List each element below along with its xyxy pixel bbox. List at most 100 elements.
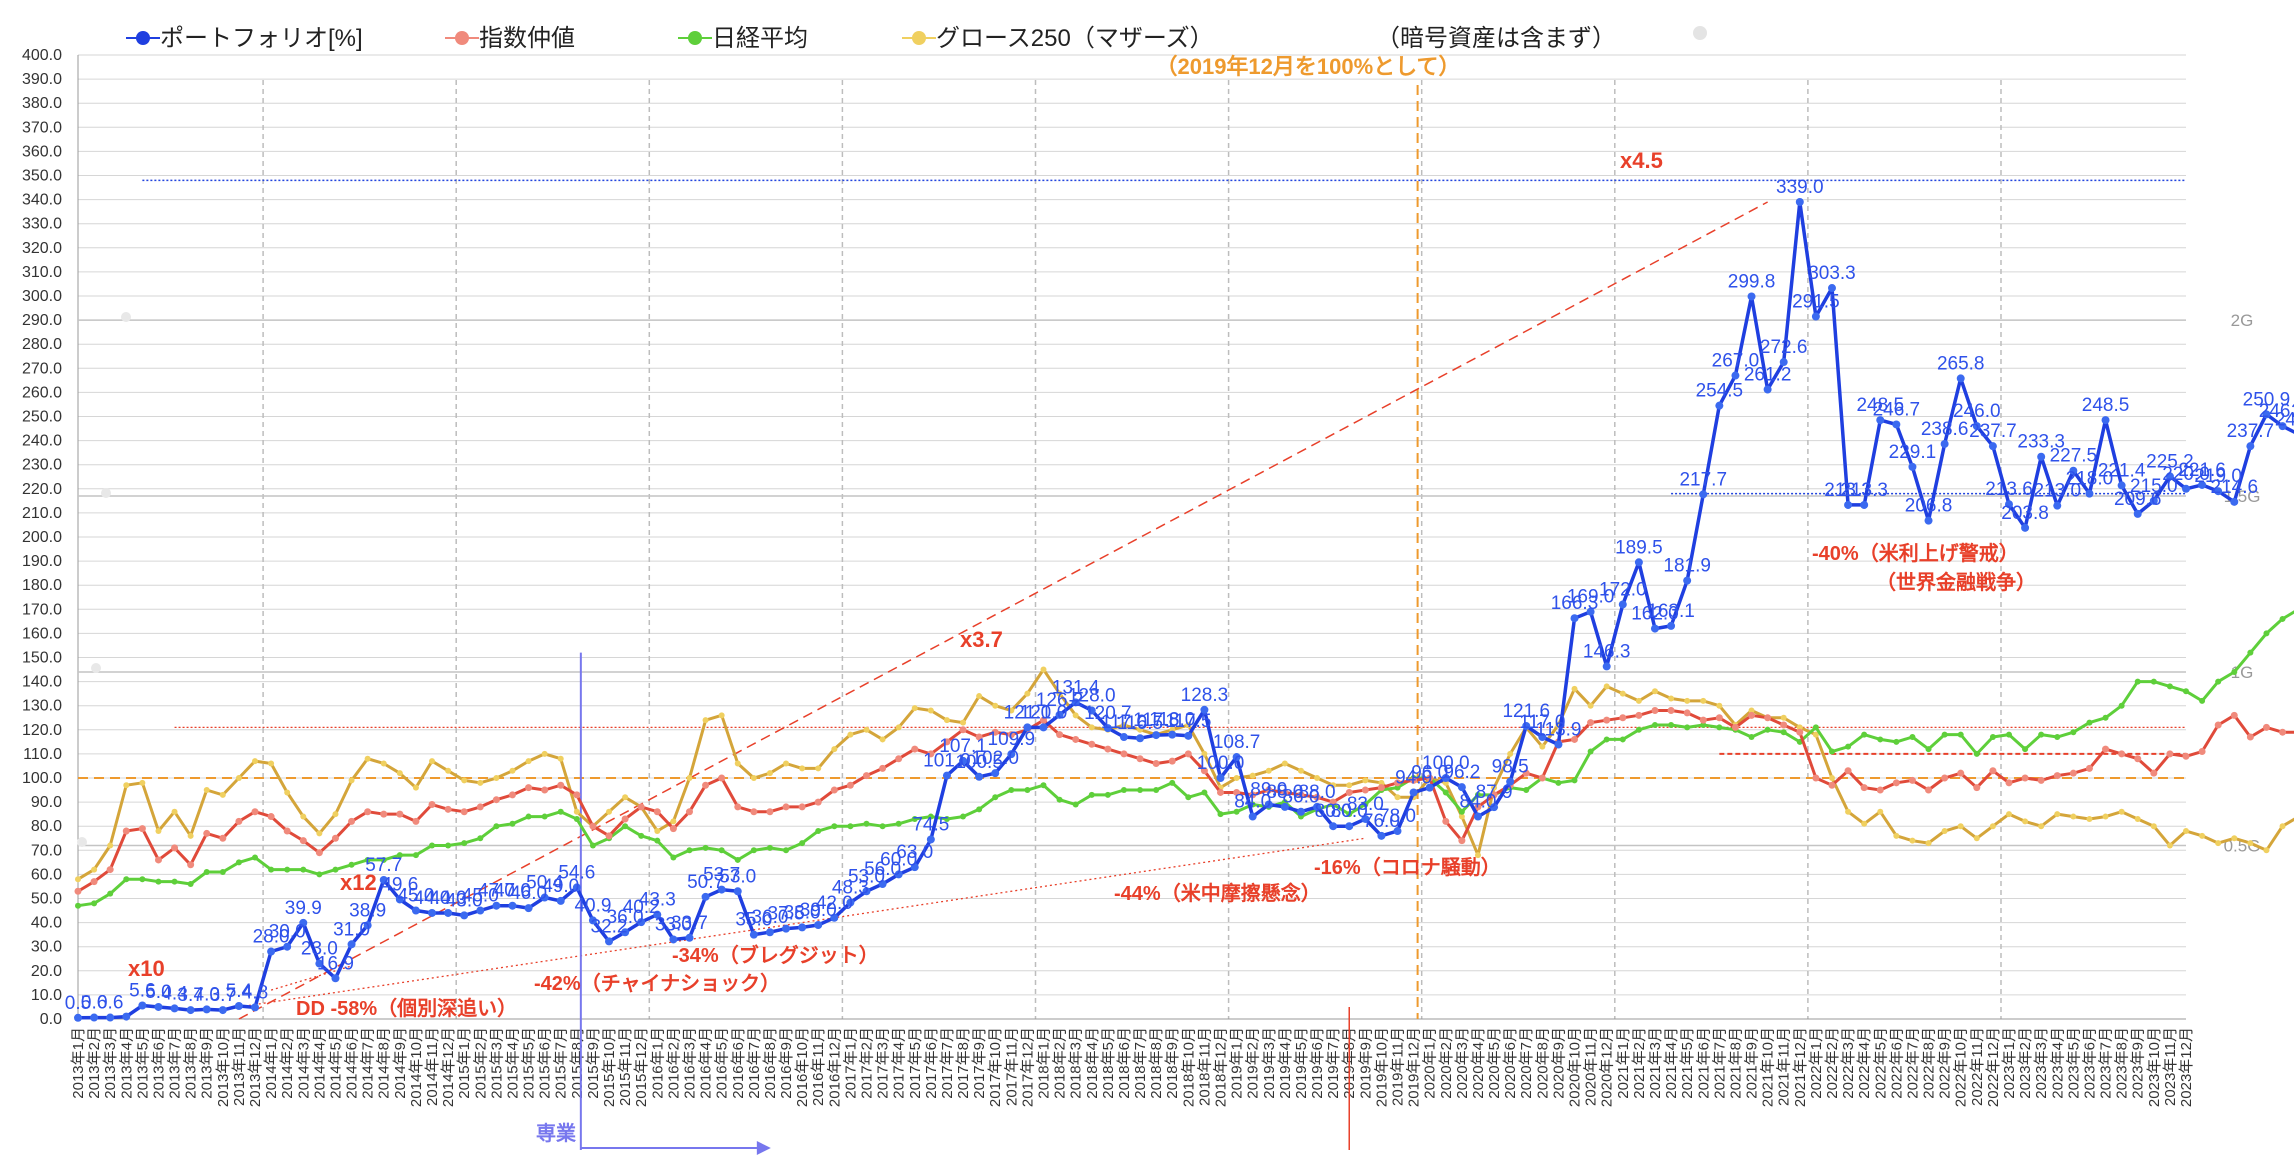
data-point-growth[interactable] [91, 866, 98, 873]
data-point-index_value[interactable] [1217, 788, 1225, 796]
data-point-growth[interactable] [1861, 820, 1868, 827]
legend-item-nikkei[interactable]: 日経平均 [678, 18, 808, 53]
data-point-growth[interactable] [1941, 828, 1948, 835]
data-point-portfolio[interactable] [2133, 509, 2142, 518]
data-point-nikkei[interactable] [1104, 791, 1111, 798]
data-point-nikkei[interactable] [284, 866, 291, 873]
data-point-index_value[interactable] [1233, 788, 1241, 796]
data-point-growth[interactable] [2231, 835, 2238, 842]
data-point-nikkei[interactable] [2038, 731, 2045, 738]
data-point-index_value[interactable] [525, 784, 533, 792]
data-point-portfolio[interactable] [878, 880, 887, 889]
data-point-growth[interactable] [2038, 823, 2045, 830]
data-point-growth[interactable] [1989, 823, 1996, 830]
data-point-growth[interactable] [2005, 811, 2012, 818]
data-point-growth[interactable] [1619, 690, 1626, 697]
data-point-index_value[interactable] [428, 801, 436, 809]
data-point-nikkei[interactable] [1169, 779, 1176, 786]
data-point-nikkei[interactable] [2054, 734, 2061, 741]
data-point-index_value[interactable] [734, 803, 742, 811]
data-point-portfolio[interactable] [2198, 480, 2207, 489]
data-point-growth[interactable] [1378, 779, 1385, 786]
data-point-index_value[interactable] [1152, 760, 1160, 768]
data-point-portfolio[interactable] [122, 1012, 131, 1021]
data-point-nikkei[interactable] [1346, 811, 1353, 818]
data-point-portfolio[interactable] [926, 835, 935, 844]
data-point-nikkei[interactable] [1040, 782, 1047, 789]
data-point-index_value[interactable] [2150, 769, 2158, 777]
data-point-nikkei[interactable] [155, 878, 162, 885]
data-point-portfolio[interactable] [1216, 774, 1225, 782]
data-point-nikkei[interactable] [2166, 683, 2173, 690]
data-point-index_value[interactable] [2279, 728, 2287, 736]
data-point-nikkei[interactable] [429, 842, 436, 849]
data-point-growth[interactable] [252, 758, 259, 765]
data-point-nikkei[interactable] [203, 868, 210, 875]
data-point-portfolio[interactable] [1184, 731, 1193, 740]
data-point-portfolio[interactable] [1296, 807, 1305, 816]
data-point-nikkei[interactable] [847, 823, 854, 830]
data-point-nikkei[interactable] [589, 842, 596, 849]
data-point-growth[interactable] [718, 712, 725, 719]
data-point-growth[interactable] [235, 775, 242, 781]
data-point-portfolio[interactable] [90, 1013, 99, 1022]
data-point-index_value[interactable] [2230, 711, 2238, 719]
data-point-nikkei[interactable] [1973, 750, 1980, 757]
data-point-growth[interactable] [525, 758, 532, 765]
data-point-portfolio[interactable] [428, 908, 437, 917]
data-point-growth[interactable] [1008, 707, 1015, 714]
data-point-index_value[interactable] [364, 808, 372, 816]
data-point-index_value[interactable] [1651, 707, 1659, 715]
data-point-portfolio[interactable] [106, 1013, 115, 1022]
data-point-growth[interactable] [2022, 818, 2029, 825]
legend-item-growth[interactable]: グロース250（マザーズ） [902, 18, 1214, 53]
data-point-nikkei[interactable] [1716, 724, 1723, 731]
data-point-portfolio[interactable] [2021, 523, 2030, 532]
data-point-nikkei[interactable] [2102, 714, 2109, 721]
data-point-index_value[interactable] [669, 825, 677, 833]
data-point-portfolio[interactable] [959, 756, 968, 765]
data-point-nikkei[interactable] [1812, 724, 1819, 731]
data-point-growth[interactable] [1780, 714, 1787, 721]
data-point-nikkei[interactable] [911, 815, 918, 822]
data-point-index_value[interactable] [251, 808, 259, 816]
data-point-index_value[interactable] [203, 829, 211, 837]
data-point-index_value[interactable] [1072, 735, 1080, 743]
data-point-index_value[interactable] [1039, 716, 1047, 724]
data-point-growth[interactable] [541, 750, 548, 757]
data-point-index_value[interactable] [814, 798, 822, 806]
data-point-portfolio[interactable] [1313, 802, 1322, 811]
data-point-portfolio[interactable] [1844, 500, 1853, 509]
data-point-growth[interactable] [380, 760, 387, 767]
data-point-index_value[interactable] [74, 887, 82, 895]
data-point-portfolio[interactable] [2165, 472, 2174, 481]
data-point-growth[interactable] [1973, 835, 1980, 842]
data-point-nikkei[interactable] [252, 854, 259, 861]
data-point-growth[interactable] [1137, 726, 1144, 733]
data-point-index_value[interactable] [1683, 709, 1691, 717]
data-point-nikkei[interactable] [750, 847, 757, 854]
data-point-nikkei[interactable] [364, 856, 371, 863]
data-point-growth[interactable] [1877, 808, 1884, 815]
data-point-portfolio[interactable] [186, 1006, 195, 1015]
data-point-index_value[interactable] [1941, 774, 1949, 782]
data-point-portfolio[interactable] [1087, 706, 1096, 715]
data-point-nikkei[interactable] [943, 815, 950, 822]
data-point-nikkei[interactable] [1153, 787, 1160, 794]
data-point-portfolio[interactable] [556, 896, 565, 905]
data-point-portfolio[interactable] [1972, 422, 1981, 431]
data-point-growth[interactable] [1120, 721, 1127, 728]
data-point-index_value[interactable] [1908, 776, 1916, 784]
data-point-growth[interactable] [2279, 823, 2286, 830]
data-point-portfolio[interactable] [1119, 733, 1128, 742]
data-point-index_value[interactable] [2246, 733, 2254, 741]
data-point-portfolio[interactable] [363, 921, 372, 930]
data-point-nikkei[interactable] [1088, 791, 1095, 798]
data-point-portfolio[interactable] [862, 887, 871, 896]
data-point-growth[interactable] [654, 828, 661, 835]
data-point-growth[interactable] [2054, 811, 2061, 818]
data-point-nikkei[interactable] [1571, 777, 1578, 784]
data-point-portfolio[interactable] [1506, 777, 1515, 786]
data-point-growth[interactable] [412, 784, 419, 791]
data-point-portfolio[interactable] [1956, 374, 1965, 383]
